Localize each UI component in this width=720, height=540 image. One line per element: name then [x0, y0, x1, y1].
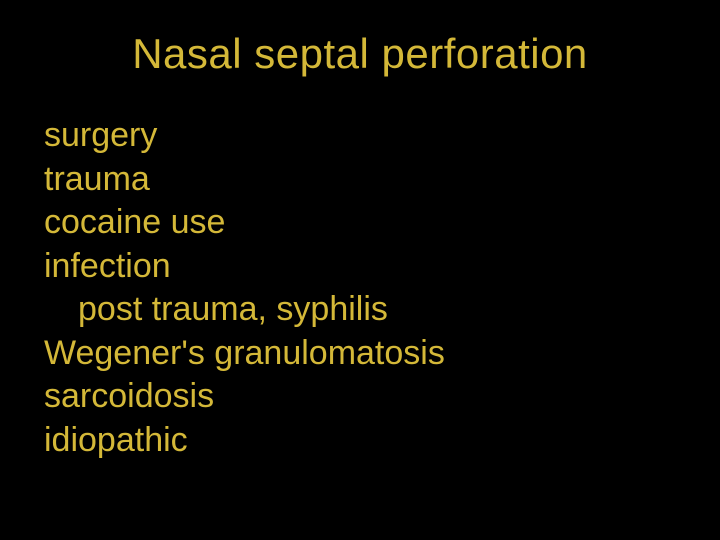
- list-item: surgery: [44, 114, 680, 158]
- list-item: Wegener's granulomatosis: [44, 332, 680, 376]
- list-item: cocaine use: [44, 201, 680, 245]
- slide-title: Nasal septal perforation: [40, 30, 680, 78]
- slide-content: surgery trauma cocaine use infection pos…: [40, 114, 680, 462]
- slide: Nasal septal perforation surgery trauma …: [0, 0, 720, 540]
- list-item: sarcoidosis: [44, 375, 680, 419]
- list-item: idiopathic: [44, 419, 680, 463]
- list-item-indented: post trauma, syphilis: [44, 288, 680, 332]
- list-item: trauma: [44, 158, 680, 202]
- list-item: infection: [44, 245, 680, 289]
